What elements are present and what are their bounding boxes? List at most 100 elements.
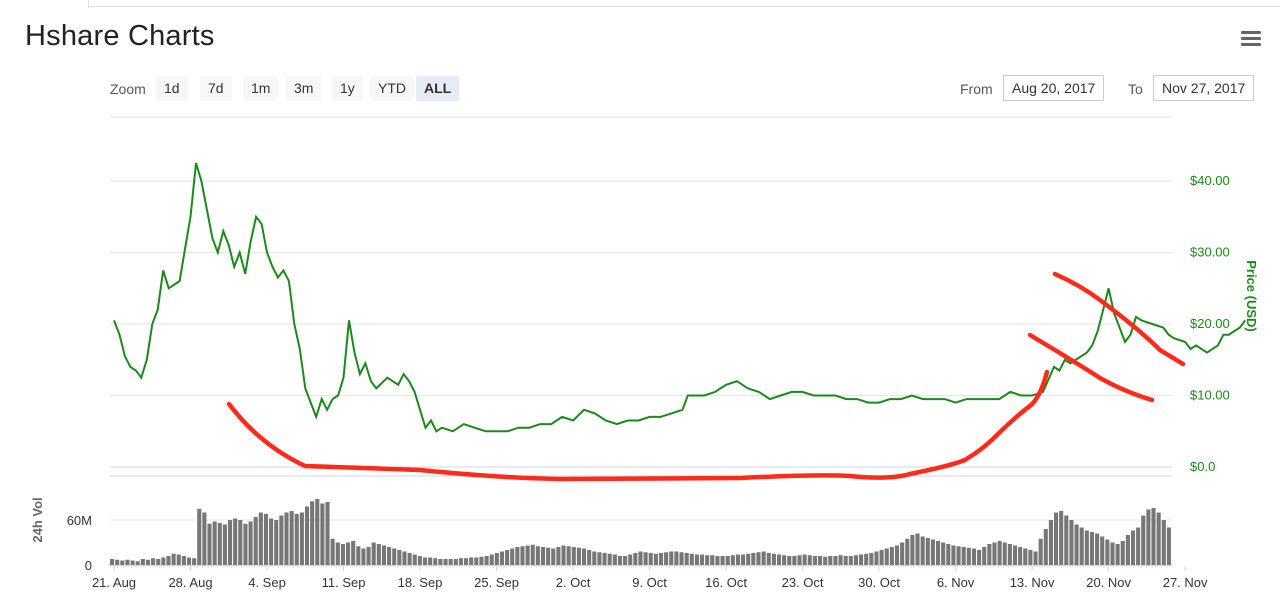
x-tick-label: 4. Sep	[248, 575, 286, 590]
volume-bar	[997, 541, 1002, 565]
volume-bar	[782, 555, 787, 565]
zoom-button-1m[interactable]: 1m	[243, 76, 279, 101]
hamburger-menu-icon[interactable]	[1239, 28, 1263, 48]
volume-bar	[366, 547, 371, 565]
volume-bar	[894, 545, 900, 565]
x-tick-label: 23. Oct	[782, 575, 824, 590]
x-tick-label: 16. Oct	[705, 575, 747, 590]
volume-bar	[346, 542, 351, 565]
volume-bar	[597, 552, 602, 565]
x-tick-label: 18. Sep	[398, 575, 443, 590]
volume-bar	[356, 546, 361, 565]
volume-bar	[299, 512, 304, 565]
volume-bar	[571, 547, 576, 565]
volume-bar	[561, 545, 566, 565]
volume-bar	[900, 542, 905, 565]
tab-rule	[88, 6, 1280, 7]
volume-bar	[540, 547, 546, 565]
volume-bar	[818, 556, 823, 565]
volume-bar	[915, 533, 920, 565]
zoom-button-ytd[interactable]: YTD	[370, 76, 414, 101]
annotation-trend-stroke	[1027, 332, 1155, 403]
volume-bar	[1012, 545, 1018, 565]
volume-bar	[1028, 550, 1033, 565]
volume-bar	[125, 559, 130, 565]
x-tick-label: 2. Oct	[556, 575, 591, 590]
volume-bar	[828, 556, 833, 565]
zoom-button-1y[interactable]: 1y	[332, 76, 363, 101]
volume-bar	[1074, 524, 1079, 565]
volume-bar	[176, 554, 181, 565]
volume-bar	[1141, 515, 1146, 565]
zoom-button-1d[interactable]: 1d	[156, 76, 188, 101]
from-label: From	[960, 81, 993, 97]
volume-bar	[1156, 512, 1161, 565]
volume-bar	[1136, 527, 1141, 565]
volume-bar	[376, 544, 381, 565]
volume-bar	[674, 551, 679, 565]
volume-bar	[853, 555, 859, 565]
volume-bar	[469, 557, 474, 565]
volume-bar	[135, 561, 140, 565]
volume-bar	[715, 556, 720, 565]
volume-bar	[269, 518, 274, 565]
volume-bar	[120, 560, 125, 565]
volume-bar	[525, 545, 530, 565]
volume-bar	[1054, 512, 1059, 565]
volume-bar	[602, 553, 607, 565]
to-label: To	[1128, 81, 1143, 97]
volume-bar	[315, 499, 320, 565]
volume-bar	[530, 544, 535, 565]
volume-bar	[977, 550, 982, 565]
x-tick-label: 30. Oct	[858, 575, 900, 590]
volume-bar	[330, 538, 335, 565]
volume-bar	[653, 553, 658, 565]
volume-bar	[192, 558, 197, 565]
volume-bar	[484, 556, 489, 565]
volume-bar	[156, 559, 161, 565]
volume-bar	[304, 506, 310, 565]
volume-bar	[279, 515, 284, 565]
zoom-button-7d[interactable]: 7d	[200, 76, 232, 101]
volume-bar	[771, 553, 776, 565]
volume-bar	[628, 554, 633, 565]
price-series-line	[113, 162, 1247, 433]
volume-bar	[1166, 527, 1171, 565]
volume-bar	[617, 556, 623, 565]
x-tick-label: 28. Aug	[168, 575, 212, 590]
volume-bar	[725, 556, 730, 565]
volume-tick-label: 60M	[67, 513, 92, 528]
x-tick-label: 21. Aug	[92, 575, 136, 590]
volume-bar	[761, 551, 766, 565]
volume-bar	[458, 558, 463, 565]
volume-bar	[1048, 520, 1053, 565]
volume-bar	[453, 559, 458, 565]
volume-bar	[335, 542, 340, 565]
volume-bar	[1002, 542, 1007, 565]
volume-bar	[1038, 538, 1043, 565]
from-date-input[interactable]: Aug 20, 2017	[1003, 75, 1105, 101]
volume-bar	[130, 560, 135, 565]
volume-bar	[633, 553, 638, 565]
volume-bar	[838, 555, 843, 565]
to-date-input[interactable]: Nov 27, 2017	[1153, 75, 1255, 101]
volume-bar	[751, 553, 756, 565]
x-tick-label: 6. Nov	[937, 575, 975, 590]
volume-bar	[438, 559, 443, 565]
volume-bar	[1084, 530, 1089, 565]
volume-bar	[115, 559, 120, 565]
volume-bar	[694, 554, 699, 565]
volume-bar	[1069, 520, 1074, 565]
volume-bar	[535, 546, 540, 565]
volume-bar	[258, 512, 263, 565]
volume-bar	[479, 556, 484, 565]
zoom-button-all[interactable]: ALL	[416, 76, 460, 101]
volume-bar	[936, 541, 941, 565]
active-tab[interactable]	[0, 0, 89, 8]
volume-bar	[243, 523, 248, 565]
volume-bar	[802, 554, 807, 565]
zoom-button-3m[interactable]: 3m	[286, 76, 322, 101]
volume-bar	[181, 556, 186, 565]
annotation-trend-stroke	[1052, 271, 1186, 367]
